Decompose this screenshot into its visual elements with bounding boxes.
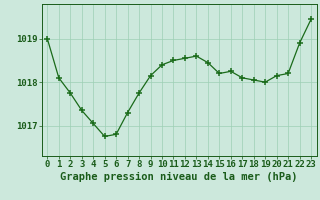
X-axis label: Graphe pression niveau de la mer (hPa): Graphe pression niveau de la mer (hPa) xyxy=(60,172,298,182)
